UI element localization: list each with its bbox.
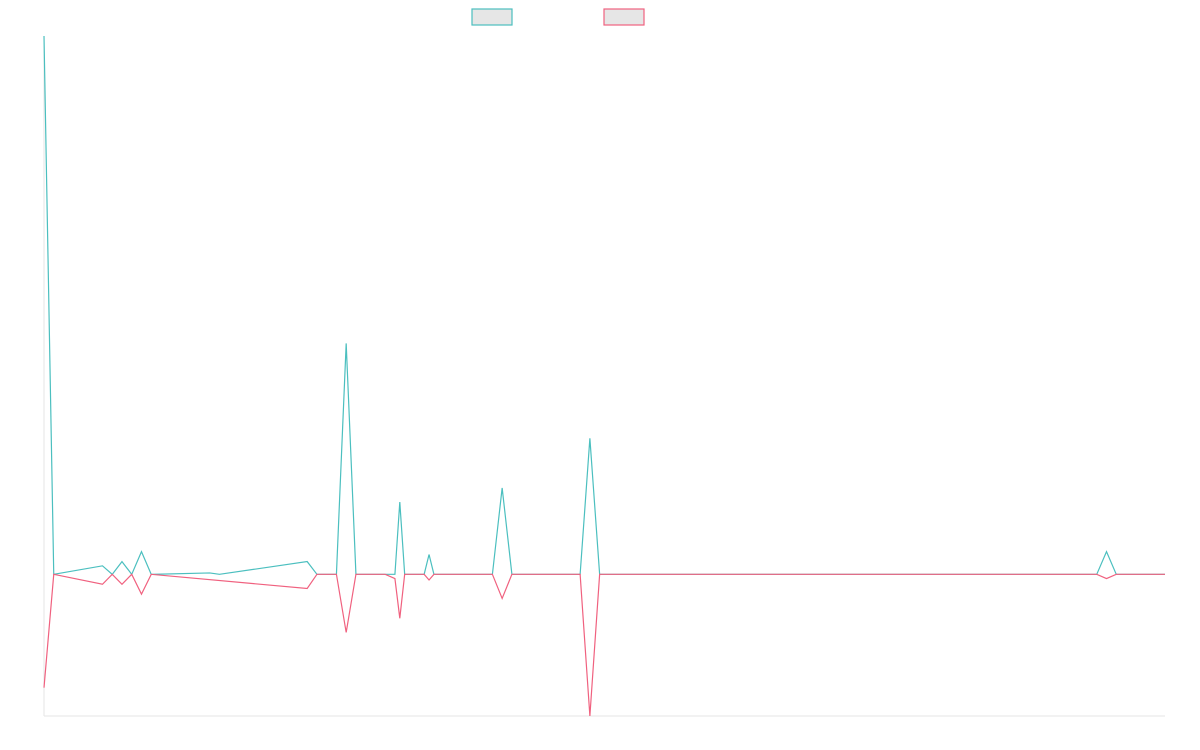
axes (43, 36, 1165, 717)
series-line-2 (43, 573, 1165, 717)
legend (471, 8, 645, 26)
series-line-1 (43, 35, 1165, 576)
legend-swatch-2 (603, 8, 645, 26)
series-layer (43, 35, 1165, 717)
legend-swatch-1 (471, 8, 513, 26)
